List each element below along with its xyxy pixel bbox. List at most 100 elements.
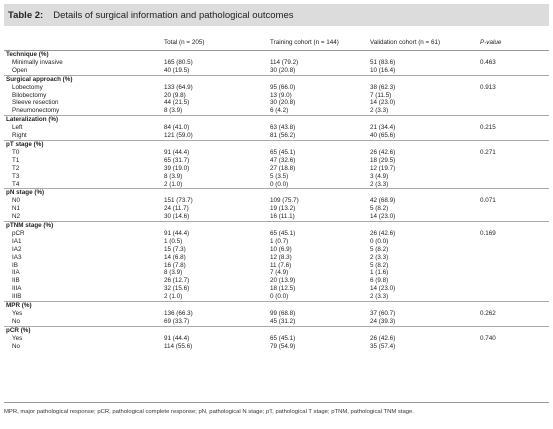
row-label: Open xyxy=(12,66,28,74)
cell-validation: 37 (60.7) xyxy=(370,310,396,317)
table-row: Pneumonectomy 8 (3.9) 6 (4.2) 2 (3.3) xyxy=(4,107,549,115)
table-row: IIIB 2 (1.0) 0 (0.0) 2 (3.3) xyxy=(4,293,549,301)
section-label: Surgical approach (%) xyxy=(6,75,73,83)
cell-total: 32 (15.6) xyxy=(164,285,190,293)
cell-validation: 2 (3.3) xyxy=(370,180,389,188)
section-header-row: Surgical approach (%) xyxy=(4,74,549,84)
cell-total: 8 (3.9) xyxy=(164,269,183,277)
cell-total: 20 (9.8) xyxy=(164,91,186,99)
row-label: N2 xyxy=(12,213,21,221)
row-label: IIB xyxy=(12,277,20,285)
cell-total: 114 (55.6) xyxy=(164,342,193,350)
header-validation: Validation cohort (n = 61) xyxy=(370,39,441,46)
cell-p-value: 0.262 xyxy=(480,310,496,317)
cell-training: 95 (66.0) xyxy=(270,83,296,91)
cell-total: 30 (14.6) xyxy=(164,213,190,221)
table-row: Sleeve resection 44 (21.5) 30 (20.8) 14 (23… xyxy=(4,99,549,107)
row-label: IIIA xyxy=(12,285,22,293)
row-label: No xyxy=(12,342,21,350)
cell-validation: 5 (8.2) xyxy=(370,205,389,213)
cell-total: 26 (12.7) xyxy=(164,277,190,285)
cell-validation: 5 (8.2) xyxy=(370,245,389,253)
cell-training: 27 (18.8) xyxy=(270,164,296,172)
cell-validation: 21 (34.4) xyxy=(370,124,396,132)
section-header-row: pCR (%) xyxy=(4,325,549,335)
cell-total: 121 (59.0) xyxy=(164,132,193,140)
table-caption: Details of surgical information and path… xyxy=(53,9,294,21)
table-row: IA1 1 (0.5) 1 (0.7) 0 (0.0) xyxy=(4,238,549,246)
section-label: pCR (%) xyxy=(6,326,31,334)
row-label: T2 xyxy=(12,164,20,172)
table-row: Left 84 (41.0) 63 (43.8) 21 (34.4) 0.215 xyxy=(4,124,549,132)
cell-total: 91 (44.4) xyxy=(164,148,190,156)
cell-training: 30 (20.8) xyxy=(270,66,296,74)
table-number: Table 2: xyxy=(8,9,44,21)
cell-training: 0 (0.0) xyxy=(270,180,289,188)
row-label: Pneumonectomy xyxy=(12,107,60,115)
header-p-value: P-value xyxy=(480,39,502,46)
row-label: Right xyxy=(12,132,27,140)
cell-training: 6 (4.2) xyxy=(270,107,289,115)
row-label: Yes xyxy=(12,310,23,317)
section-header-row: pT stage (%) xyxy=(4,139,549,149)
table-row: Open 40 (19.5) 30 (20.8) 10 (16.4) xyxy=(4,67,549,75)
cell-validation: 7 (11.5) xyxy=(370,91,392,99)
table-row: No 114 (55.6) 79 (54.9) 35 (57.4) xyxy=(4,343,549,351)
cell-validation: 38 (62.3) xyxy=(370,83,396,91)
cell-total: 151 (73.7) xyxy=(164,197,193,205)
cell-total: 2 (1.0) xyxy=(164,293,183,301)
section-header-row: Technique (%) xyxy=(4,51,549,59)
cell-validation: 10 (16.4) xyxy=(370,66,396,74)
cell-total: 14 (6.8) xyxy=(164,253,186,261)
table-footnote: MPR, major pathological response; pCR, p… xyxy=(4,409,414,415)
row-label: T0 xyxy=(12,148,20,156)
cell-training: 1 (0.7) xyxy=(270,237,289,245)
cell-p-value: 0.271 xyxy=(480,148,496,156)
row-label: IIA xyxy=(12,269,20,277)
cell-validation: 2 (3.3) xyxy=(370,293,389,301)
table-row: T1 65 (31.7) 47 (32.6) 18 (29.5) xyxy=(4,157,549,165)
cell-training: 16 (11.1) xyxy=(270,213,295,221)
row-label: IIIB xyxy=(12,293,22,301)
table-row: T3 8 (3.9) 5 (3.5) 3 (4.9) xyxy=(4,173,549,181)
cell-training: 10 (6.9) xyxy=(270,245,292,253)
cell-validation: 51 (83.6) xyxy=(370,58,396,66)
table-row: IIIA 32 (15.6) 18 (12.5) 14 (23.0) xyxy=(4,285,549,293)
cell-validation: 40 (65.6) xyxy=(370,132,396,140)
row-label: N0 xyxy=(12,197,21,205)
cell-training: 12 (8.3) xyxy=(270,253,292,261)
table-row: pCR 91 (44.4) 65 (45.1) 26 (42.6) 0.169 xyxy=(4,230,549,238)
cell-validation: 3 (4.9) xyxy=(370,172,389,180)
cell-training: 65 (45.1) xyxy=(270,334,296,342)
table-row: Lobectomy 133 (64.9) 95 (66.0) 38 (62.3) 0.9… xyxy=(4,84,549,92)
cell-validation: 14 (23.0) xyxy=(370,285,396,293)
cell-validation: 14 (23.0) xyxy=(370,99,396,107)
section-label: Technique (%) xyxy=(6,51,49,58)
cell-validation: 24 (39.3) xyxy=(370,317,396,325)
table-title-bar: Table 2: Details of surgical information… xyxy=(4,4,549,26)
cell-total: 91 (44.4) xyxy=(164,229,190,237)
cell-training: 81 (56.2) xyxy=(270,132,296,140)
table-row: N1 24 (11.7) 19 (13.2) 5 (8.2) xyxy=(4,205,549,213)
row-label: IA1 xyxy=(12,237,22,245)
cell-total: 8 (3.9) xyxy=(164,107,183,115)
table-row: Right 121 (59.0) 81 (56.2) 40 (65.6) xyxy=(4,132,549,140)
table-row: IB 16 (7.8) 11 (7.6) 5 (8.2) xyxy=(4,262,549,270)
row-label: IA3 xyxy=(12,253,22,261)
row-label: Yes xyxy=(12,334,23,342)
table-row: T4 2 (1.0) 0 (0.0) 2 (3.3) xyxy=(4,181,549,189)
table-row: Yes 91 (44.4) 65 (45.1) 26 (42.6) 0.740 xyxy=(4,335,549,343)
cell-validation: 14 (23.0) xyxy=(370,213,396,221)
cell-total: 8 (3.9) xyxy=(164,172,183,180)
table-row: IA2 15 (7.3) 10 (6.9) 5 (8.2) xyxy=(4,246,549,254)
cell-training: 7 (4.9) xyxy=(270,269,289,277)
header-training: Training cohort (n = 144) xyxy=(270,39,339,46)
cell-total: 133 (64.9) xyxy=(164,83,193,91)
section-label: MPR (%) xyxy=(6,302,32,310)
table-row: N2 30 (14.6) 16 (11.1) 14 (23.0) xyxy=(4,213,549,221)
cell-p-value: 0.169 xyxy=(480,229,496,237)
row-label: Lobectomy xyxy=(12,83,43,91)
cell-validation: 12 (19.7) xyxy=(370,164,396,172)
cell-validation: 6 (9.8) xyxy=(370,277,389,285)
